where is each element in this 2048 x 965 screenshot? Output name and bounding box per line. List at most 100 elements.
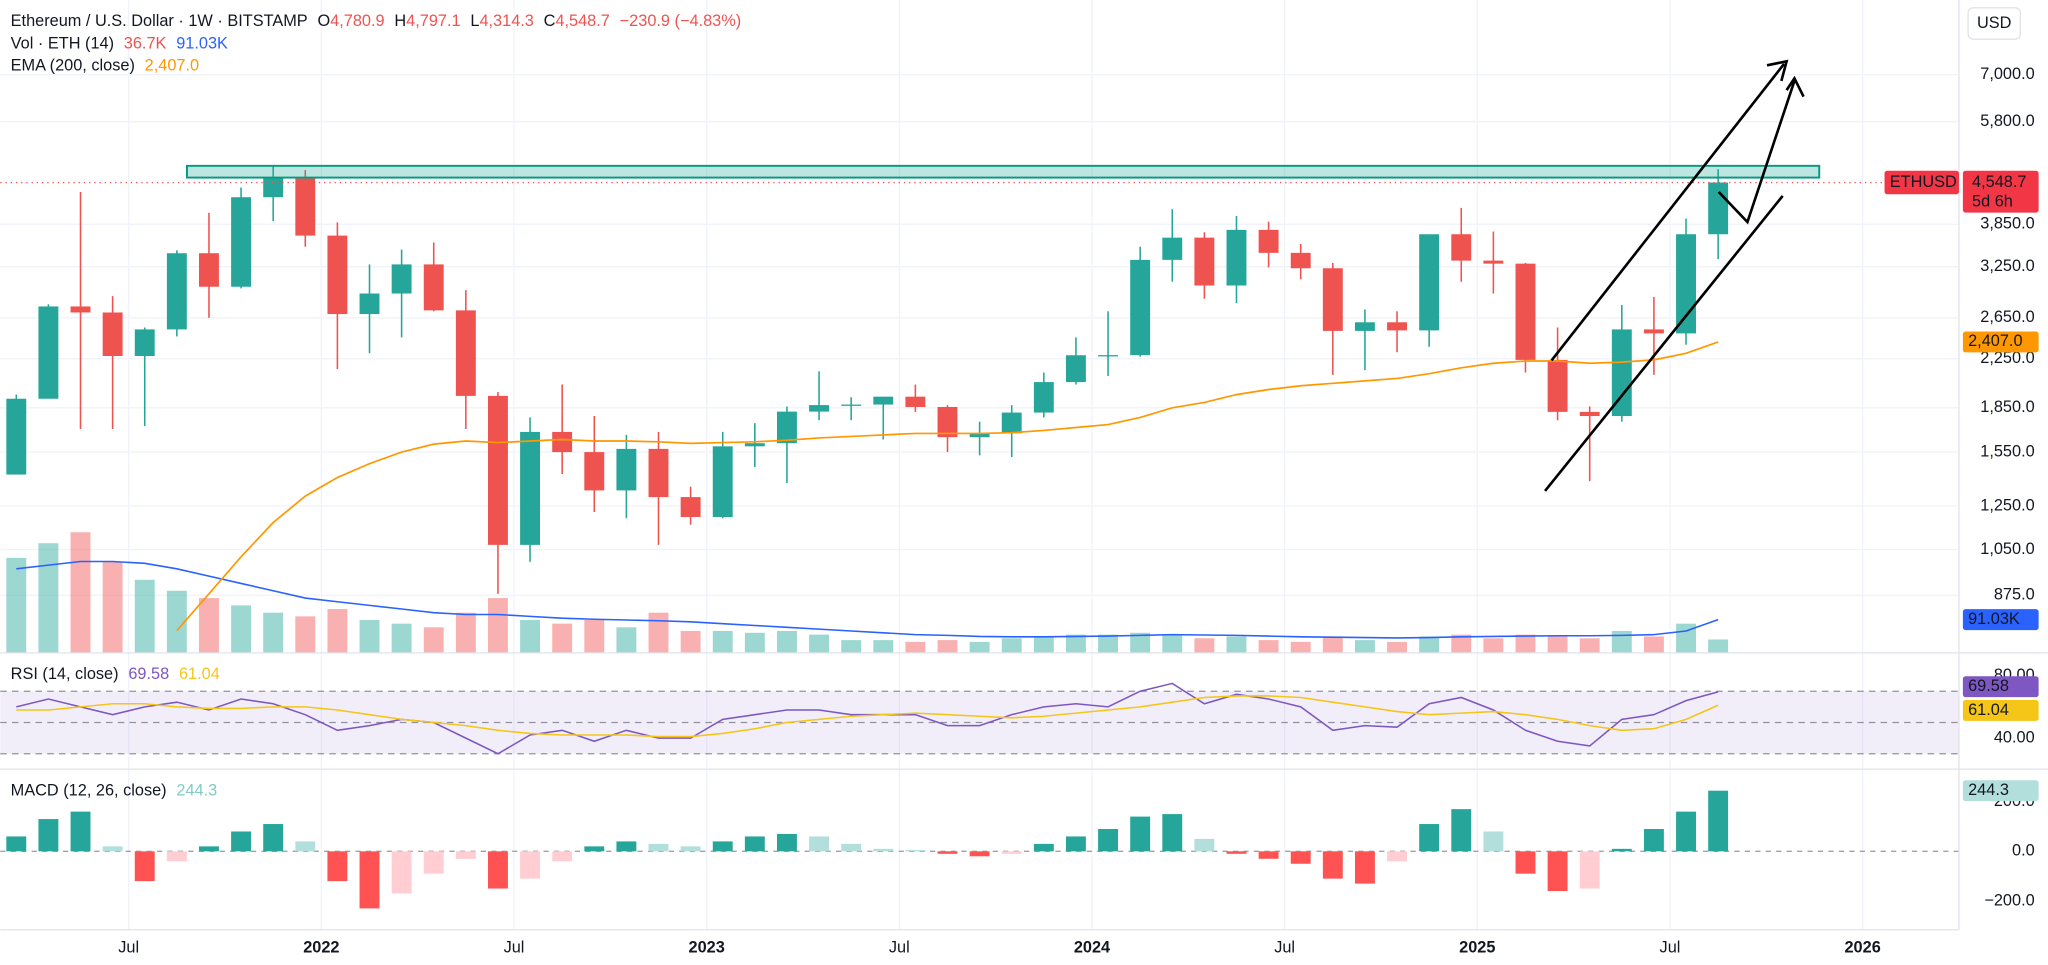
countdown-label: 5d 6h	[1972, 192, 2013, 210]
volume-bar	[1579, 638, 1600, 653]
arrow-head	[1785, 75, 1805, 98]
legend-value: 244.3	[176, 782, 217, 800]
candle-body	[1387, 322, 1407, 331]
volume-bar	[295, 616, 316, 653]
volume-bar	[809, 634, 830, 653]
macd-bar	[1354, 851, 1375, 884]
volume-bar	[263, 612, 284, 653]
volume-bar	[1419, 636, 1440, 653]
candle-body	[616, 448, 637, 491]
candle-body	[937, 406, 958, 438]
volume-bar	[1354, 640, 1375, 653]
volume-bar	[1033, 636, 1054, 653]
value-tag	[1962, 700, 2039, 721]
x-tick-label: 2026	[1844, 938, 1880, 956]
macd-bar	[1676, 811, 1696, 852]
volume-bar	[1483, 638, 1504, 653]
volume-bar	[1387, 641, 1407, 653]
candle-body	[1547, 359, 1568, 412]
x-tick-label: Jul	[504, 938, 525, 956]
macd-bar	[776, 833, 797, 852]
volume-bar	[1451, 634, 1472, 653]
x-tick-label: 2024	[1074, 938, 1110, 956]
macd-bar	[423, 851, 444, 874]
ticker-label: ETHUSD	[1890, 173, 1957, 191]
candle-body	[873, 396, 894, 405]
volume-bar	[134, 579, 155, 653]
y-tick-label: 2,250.0	[1980, 349, 2034, 367]
candle-body	[38, 306, 59, 399]
ohlc-key: H	[394, 13, 406, 31]
candle-body	[487, 395, 508, 545]
candle-body	[6, 398, 27, 475]
volume-bar	[231, 605, 252, 653]
candle-body	[1033, 382, 1054, 413]
volume-bar	[6, 557, 27, 653]
candle-body	[712, 446, 733, 517]
x-tick-label: 2022	[303, 938, 339, 956]
macd-bar	[712, 841, 733, 852]
x-tick-label: Jul	[889, 938, 910, 956]
macd-bar	[1258, 851, 1279, 859]
candle-body	[680, 497, 701, 517]
candle-body	[1354, 322, 1375, 331]
macd-bar	[744, 836, 765, 852]
volume-bar	[391, 623, 412, 653]
value-tag	[1962, 170, 2039, 213]
candle-body	[1065, 355, 1086, 383]
ema-legend: EMA (200, close) 2,407.0	[11, 57, 199, 75]
candle-body	[1515, 263, 1536, 360]
candle-body	[327, 235, 348, 315]
volume-bar	[520, 620, 541, 653]
candle-body	[1676, 234, 1696, 334]
legend-value: 2,407.0	[145, 57, 199, 75]
macd-bar	[648, 843, 669, 852]
volume-bar	[1708, 639, 1729, 653]
volume-bar	[423, 627, 444, 653]
candle-body	[841, 404, 862, 406]
candle-body	[520, 431, 541, 545]
candle-body	[166, 253, 187, 330]
volume-bar	[1643, 636, 1664, 653]
volume-bar	[166, 590, 187, 653]
macd-bar	[199, 846, 219, 852]
volume-bar	[359, 620, 380, 653]
ticker-tag	[1884, 170, 1959, 195]
volume-bar	[1001, 638, 1022, 653]
candle-body	[391, 264, 412, 294]
macd-bar	[680, 846, 701, 852]
volume-bar	[1547, 636, 1568, 653]
legend-name: Vol · ETH (14)	[11, 35, 114, 53]
value-tag-label: 2,407.0	[1968, 332, 2022, 350]
volume-bar	[648, 612, 669, 653]
macd-bar	[1001, 851, 1022, 854]
candle-body	[423, 264, 444, 311]
symbol: Ethereum / U.S. Dollar · 1W · BITSTAMP	[11, 13, 308, 31]
y-tick-label: 875.0	[1994, 586, 2035, 604]
volume-bar	[1258, 640, 1279, 653]
macd-bar	[70, 811, 91, 852]
macd-bar	[295, 841, 316, 852]
ema-line	[176, 341, 1719, 632]
ohlc-key: C	[544, 13, 556, 31]
macd-bar	[520, 851, 541, 879]
candle-body	[1130, 259, 1151, 356]
y-tick-label: 3,850.0	[1980, 215, 2034, 233]
value-tag-label: 61.04	[1968, 701, 2009, 719]
volume-bar	[70, 532, 91, 653]
candle-body	[1226, 229, 1247, 286]
candle-body	[1483, 260, 1504, 264]
y-tick-label: 1,550.0	[1980, 442, 2034, 460]
currency[interactable]: USD	[1977, 14, 2011, 32]
volume-bar	[455, 612, 476, 653]
macd-bar	[1065, 836, 1086, 852]
candle-body	[584, 452, 605, 491]
legend-value: 69.58	[128, 665, 169, 683]
currency-button[interactable]	[1967, 7, 2021, 40]
candle-body	[1258, 229, 1279, 253]
x-tick-label: Jul	[1660, 938, 1681, 956]
macd-bar	[1515, 851, 1536, 874]
candle-body	[199, 253, 219, 287]
value-tag-label: 69.58	[1968, 677, 2009, 695]
